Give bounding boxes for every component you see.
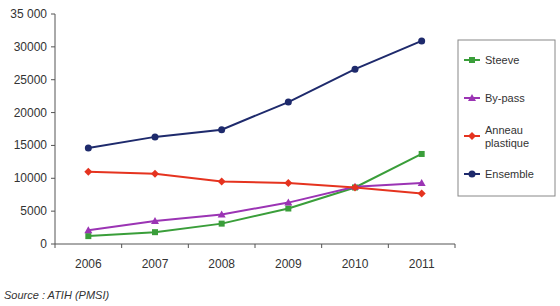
data-point [419,151,425,157]
x-tick-label: 2010 [342,257,369,271]
data-point [352,66,359,73]
x-tick [188,244,189,248]
legend-marker [468,132,476,140]
data-point [151,217,159,224]
y-tick [51,112,55,113]
data-point [285,99,292,106]
x-tick-label: 2008 [208,257,235,271]
data-point [218,126,225,133]
series-line [88,172,421,194]
data-point [84,226,92,233]
x-tick [55,244,56,248]
x-tick [455,244,456,248]
data-point [152,229,158,235]
y-tick-label: 15000 [14,138,48,152]
data-point [351,183,359,191]
legend-label: Steeve [485,54,519,66]
source-note: Source : ATIH (PMSI) [4,289,109,301]
data-point [84,168,92,176]
y-tick-label: 20000 [14,106,48,120]
y-tick-label: 35 000 [10,7,47,21]
x-tick-label: 2011 [409,257,435,271]
data-point [218,178,226,186]
y-axis [55,14,56,244]
x-tick-label: 2006 [75,257,102,271]
data-point [418,37,425,44]
y-tick-label: 0 [40,237,47,251]
y-tick [51,145,55,146]
y-tick-label: 25000 [14,73,48,87]
y-tick [51,178,55,179]
y-tick [51,211,55,212]
legend-marker [469,57,475,63]
data-point [152,133,159,140]
data-point [85,233,91,239]
data-point [85,145,92,152]
data-point [284,179,292,187]
y-tick [51,46,55,47]
data-point [218,210,226,217]
data-point [219,221,225,227]
x-tick [388,244,389,248]
legend-label: Anneauplastique [485,124,529,149]
series-line [88,154,421,236]
legend: Steeve By-pass Anneauplastique Ensemble [458,40,555,196]
x-tick-label: 2007 [142,257,169,271]
data-point [284,199,292,206]
y-tick [51,79,55,80]
data-point [285,206,291,212]
y-tick-label: 10000 [14,171,48,185]
y-tick [51,14,55,15]
series-line [88,183,421,230]
plot-area [84,37,425,239]
x-tick [255,244,256,248]
legend-label: Ensemble [485,168,534,180]
y-tick-label: 5000 [20,204,47,218]
legend-marker [468,94,476,101]
chart: 0 5000 10000 15000 20000 25000 30000 35 000 2006… [0,0,560,306]
legend-box [458,40,555,196]
legend-label: By-pass [485,92,525,104]
y-tick [51,244,55,245]
data-point [151,170,159,178]
x-tick-label: 2009 [275,257,302,271]
x-tick [321,244,322,248]
data-point [418,189,426,197]
series-line [88,41,421,148]
x-tick [121,244,122,248]
y-tick-label: 30000 [14,40,48,54]
data-point [418,179,426,186]
legend-marker [469,171,476,178]
